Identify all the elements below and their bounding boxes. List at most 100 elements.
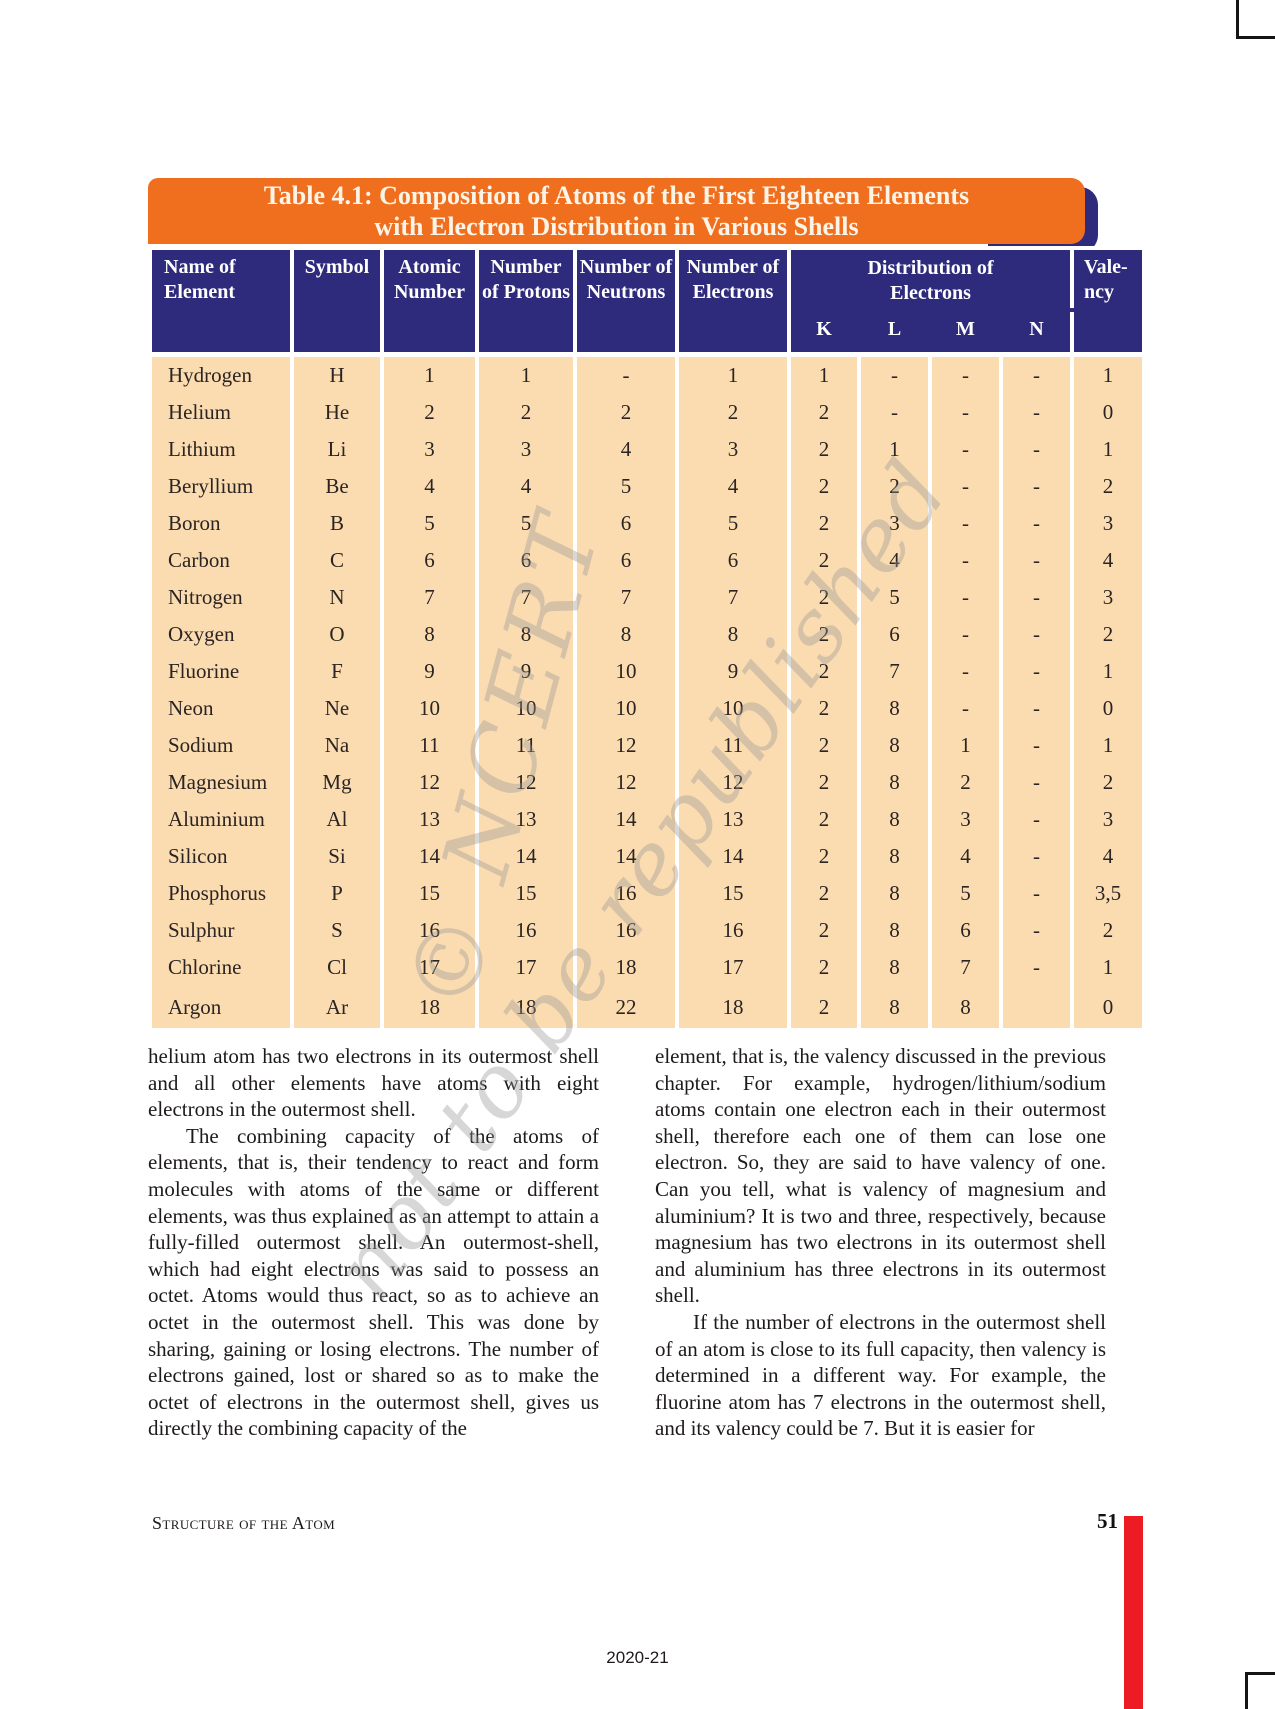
- distribution-line1: Distribution of: [867, 257, 994, 279]
- header-symbol: Symbol: [290, 246, 384, 357]
- element-cell: 2: [675, 394, 791, 431]
- element-cell: 8: [857, 764, 932, 801]
- element-cell: Nitrogen: [148, 579, 294, 616]
- element-cell: Carbon: [148, 542, 294, 579]
- element-cell: -: [857, 352, 932, 394]
- element-cell: 5: [380, 505, 479, 542]
- element-cell: 15: [475, 875, 577, 912]
- element-cell: 9: [475, 653, 577, 690]
- element-cell: -: [999, 616, 1074, 653]
- element-cell: Cl: [290, 949, 384, 986]
- element-row: Silicon Si 14 14 14 14 2 8 4-4: [148, 838, 1146, 875]
- element-cell: 8: [857, 838, 932, 875]
- element-cell: 1: [857, 431, 932, 468]
- body-text: helium atom has two electrons in its out…: [148, 1043, 1107, 1442]
- element-cell: 6: [573, 505, 679, 542]
- element-cell: 18: [675, 986, 791, 1028]
- element-cell: 7: [475, 579, 577, 616]
- element-cell: 18: [573, 949, 679, 986]
- element-cell: 8: [857, 912, 932, 949]
- element-cell: 12: [573, 764, 679, 801]
- left-column: helium atom has two electrons in its out…: [148, 1043, 599, 1442]
- element-cell: 0: [1070, 690, 1146, 727]
- element-cell: Be: [290, 468, 384, 505]
- element-cell: 2: [787, 727, 861, 764]
- element-cell: 10: [380, 690, 479, 727]
- element-cell: -: [999, 653, 1074, 690]
- element-cell: N: [290, 579, 384, 616]
- header-distribution-of-electrons: Distribution of Electrons: [787, 246, 1074, 312]
- element-table-body: Hydrogen H 1 1-1 1- - -1 Helium He 2 2 2 2 2- - -0 Lithi…: [148, 352, 1146, 1028]
- element-cell: 2: [787, 579, 861, 616]
- element-cell: [999, 986, 1074, 1028]
- element-cell: 16: [380, 912, 479, 949]
- header-valency: Vale- ncy: [1070, 246, 1146, 357]
- element-cell: 3: [675, 431, 791, 468]
- left-paragraph-1: helium atom has two electrons in its out…: [148, 1044, 599, 1122]
- element-cell: 2: [1070, 468, 1146, 505]
- element-cell: 3: [1070, 579, 1146, 616]
- element-cell: 7: [857, 653, 932, 690]
- element-cell: Helium: [148, 394, 294, 431]
- element-cell: -: [928, 394, 1003, 431]
- element-cell: 8: [573, 616, 679, 653]
- element-row: Hydrogen H 1 1-1 1- - -1: [148, 352, 1146, 394]
- table-title-banner: Table 4.1: Composition of Atoms of the F…: [148, 178, 1098, 253]
- element-cell: -: [999, 352, 1074, 394]
- elements-table-wrap: Name of Element Symbol Atomic Number Num…: [148, 246, 1146, 1028]
- element-cell: Ar: [290, 986, 384, 1028]
- element-cell: 10: [573, 653, 679, 690]
- element-cell: 2: [475, 394, 577, 431]
- element-cell: 1: [1070, 431, 1146, 468]
- element-cell: He: [290, 394, 384, 431]
- element-cell: -: [999, 394, 1074, 431]
- element-cell: -: [999, 505, 1074, 542]
- element-cell: 0: [1070, 394, 1146, 431]
- element-cell: 2: [787, 912, 861, 949]
- element-cell: 4: [1070, 542, 1146, 579]
- element-row: Chlorine Cl 17 17 18 17 2 8 7-1: [148, 949, 1146, 986]
- element-cell: 5: [857, 579, 932, 616]
- element-cell: 4: [928, 838, 1003, 875]
- element-cell: 7: [573, 579, 679, 616]
- corner-crop-mark-top: [1236, 0, 1275, 39]
- element-cell: 12: [675, 764, 791, 801]
- element-cell: 4: [380, 468, 479, 505]
- element-cell: 5: [573, 468, 679, 505]
- element-cell: 1: [928, 727, 1003, 764]
- element-cell: 22: [573, 986, 679, 1028]
- element-cell: 3: [475, 431, 577, 468]
- element-cell: 2: [787, 431, 861, 468]
- element-cell: 6: [573, 542, 679, 579]
- header-number-of-neutrons: Number of Neutrons: [573, 246, 679, 357]
- element-row: Oxygen O 8 8 8 8 2 6- -2: [148, 616, 1146, 653]
- element-cell: -: [999, 542, 1074, 579]
- element-cell: 6: [475, 542, 577, 579]
- header-number-of-electrons: Number of Electrons: [675, 246, 791, 357]
- element-cell: Si: [290, 838, 384, 875]
- element-cell: 2: [787, 875, 861, 912]
- element-cell: 2: [380, 394, 479, 431]
- element-cell: 1: [1070, 949, 1146, 986]
- element-cell: 2: [787, 505, 861, 542]
- element-cell: -: [928, 431, 1003, 468]
- element-cell: 2: [787, 764, 861, 801]
- element-cell: 2: [787, 616, 861, 653]
- element-cell: Sodium: [148, 727, 294, 764]
- element-cell: 5: [928, 875, 1003, 912]
- element-cell: 1: [787, 352, 861, 394]
- element-cell: Sulphur: [148, 912, 294, 949]
- element-cell: Li: [290, 431, 384, 468]
- element-cell: 2: [1070, 912, 1146, 949]
- header-name-of-element: Name of Element: [148, 246, 294, 357]
- element-cell: 3: [1070, 505, 1146, 542]
- element-cell: 8: [857, 875, 932, 912]
- element-cell: 6: [380, 542, 479, 579]
- element-cell: 3,5: [1070, 875, 1146, 912]
- element-cell: Hydrogen: [148, 352, 294, 394]
- element-cell: 2: [857, 468, 932, 505]
- element-cell: -: [928, 653, 1003, 690]
- element-cell: 4: [675, 468, 791, 505]
- element-cell: 7: [380, 579, 479, 616]
- element-cell: 4: [475, 468, 577, 505]
